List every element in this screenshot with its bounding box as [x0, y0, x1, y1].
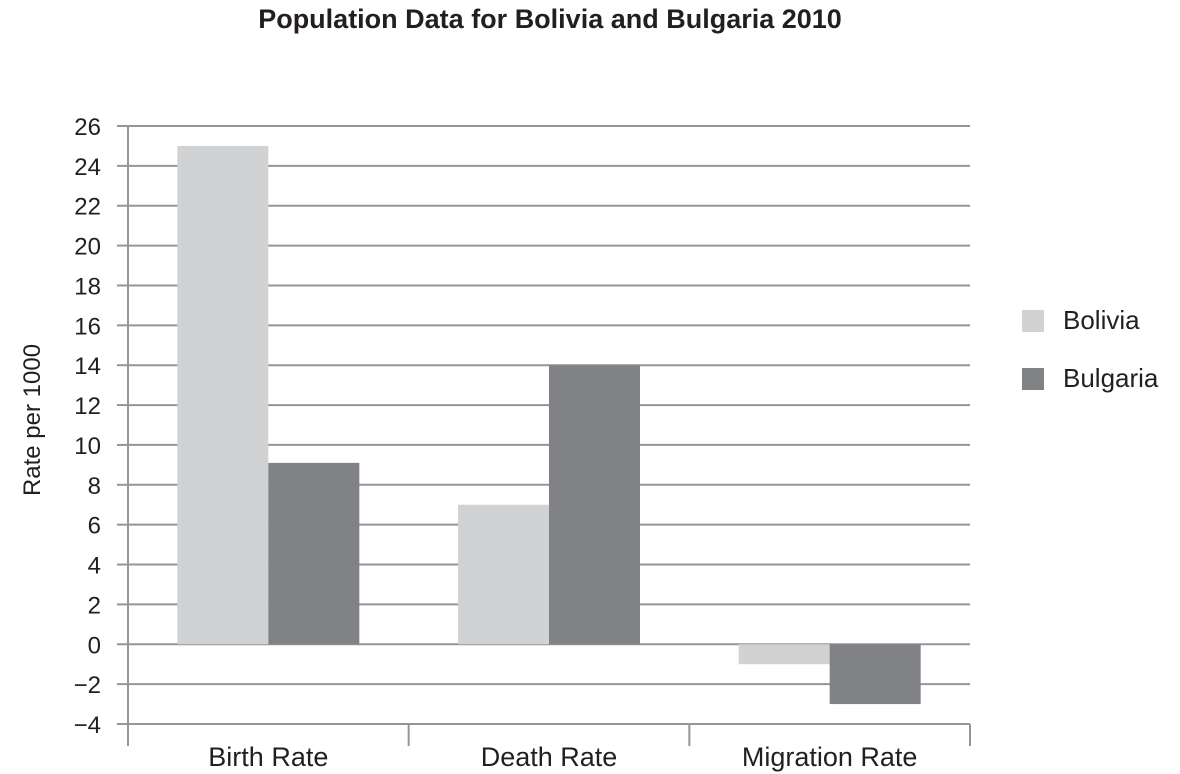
legend: Bolivia Bulgaria [1022, 303, 1158, 419]
bar-bolivia-death-rate [458, 504, 549, 645]
legend-item-bulgaria: Bulgaria [1022, 361, 1158, 396]
bar-bolivia-migration-rate [738, 644, 830, 665]
y-tick-label: 4 [88, 553, 101, 580]
y-tick-label: 8 [88, 473, 101, 500]
x-category-label: Death Rate [481, 742, 618, 772]
y-tick-label: 18 [74, 273, 101, 300]
bar-bulgaria-migration-rate [829, 644, 921, 705]
legend-swatch-bulgaria [1022, 367, 1044, 390]
chart-title: Population Data for Bolivia and Bulgaria… [258, 4, 842, 34]
y-tick-label: −4 [74, 712, 101, 739]
y-tick-label: 20 [74, 234, 101, 261]
y-tick-label: 26 [74, 114, 101, 141]
legend-swatch-bolivia [1022, 309, 1044, 332]
y-tick-label: 0 [88, 632, 101, 659]
y-tick-label: 12 [74, 393, 101, 420]
x-category-label: Birth Rate [208, 742, 328, 772]
y-tick-label: 22 [74, 194, 101, 221]
y-tick-label: −2 [74, 672, 101, 699]
legend-item-bolivia: Bolivia [1022, 303, 1158, 338]
y-tick-label: 2 [88, 592, 101, 619]
y-tick-label: 16 [74, 313, 101, 340]
y-tick-label: 10 [74, 433, 101, 460]
y-tick-label: 14 [74, 353, 101, 380]
y-tick-label: 6 [88, 513, 101, 540]
bar-bulgaria-death-rate [549, 365, 640, 645]
bar-bolivia-birth-rate [177, 145, 269, 645]
y-tick-label: 24 [74, 154, 101, 181]
legend-label-bulgaria: Bulgaria [1063, 363, 1159, 393]
x-category-label: Migration Rate [742, 742, 918, 772]
legend-label-bolivia: Bolivia [1063, 305, 1140, 335]
bar-bulgaria-birth-rate [268, 462, 360, 645]
